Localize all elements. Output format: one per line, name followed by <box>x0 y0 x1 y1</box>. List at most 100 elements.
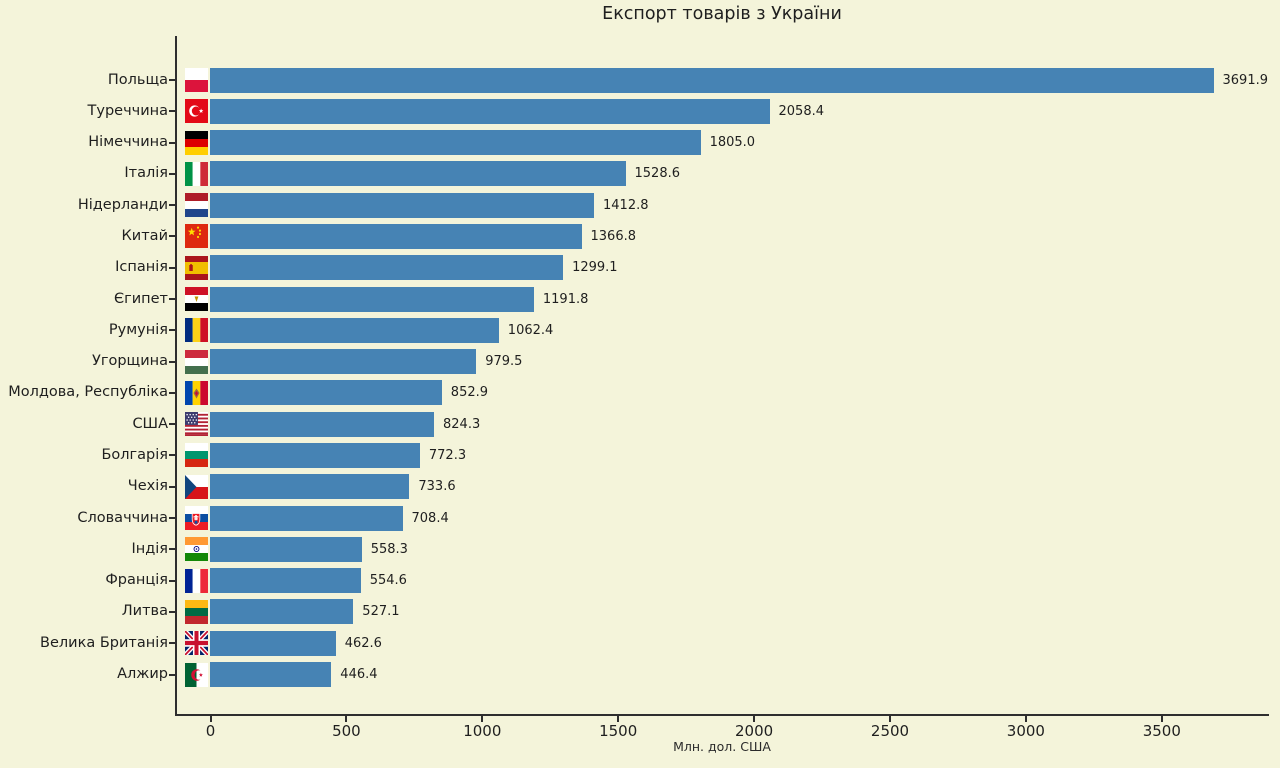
flag-fr-icon <box>185 568 208 593</box>
y-axis-tick <box>169 110 175 113</box>
value-label: 1062.4 <box>507 322 554 338</box>
value-label: 708.4 <box>411 510 449 526</box>
flag-lt-icon <box>185 599 208 624</box>
value-label: 527.1 <box>362 604 400 620</box>
category-label: Литва <box>121 603 168 620</box>
flag-it-icon <box>185 161 208 186</box>
bar <box>210 505 403 531</box>
flag-in-icon <box>185 537 208 562</box>
value-label: 733.6 <box>418 479 456 495</box>
flag-nl-icon <box>185 193 208 218</box>
category-label: Велика Британія <box>40 634 168 651</box>
y-axis-tick <box>169 360 175 363</box>
x-axis-tick <box>481 716 484 722</box>
flag-ro-icon <box>185 318 208 343</box>
category-label: Угорщина <box>92 353 168 370</box>
x-axis-tick <box>1160 716 1163 722</box>
x-axis-tick-label: 2500 <box>870 722 910 740</box>
flag-eg-icon <box>185 287 208 312</box>
y-axis-tick <box>169 141 175 144</box>
value-label: 558.3 <box>370 541 408 557</box>
category-label: Польща <box>107 71 168 88</box>
bar <box>210 411 434 437</box>
category-label: Словаччина <box>77 509 168 526</box>
flag-dz-icon <box>185 662 208 687</box>
flag-cn-icon <box>185 224 208 249</box>
x-axis-tick <box>617 716 620 722</box>
bar <box>210 98 770 124</box>
y-axis-tick <box>169 172 175 175</box>
category-label: Болгарія <box>101 446 168 463</box>
y-axis-line <box>175 36 177 716</box>
value-label: 1412.8 <box>603 197 649 213</box>
bar <box>210 255 564 281</box>
bar <box>210 474 410 500</box>
value-label: 1299.1 <box>572 260 618 276</box>
y-axis-tick <box>169 610 175 613</box>
bar <box>210 67 1214 93</box>
category-label: Нідерланди <box>77 196 168 213</box>
y-axis-tick <box>169 79 175 81</box>
x-axis-tick-label: 0 <box>205 722 216 740</box>
y-axis-tick <box>169 266 175 269</box>
x-axis-tick <box>209 716 212 722</box>
bar <box>210 161 626 187</box>
y-axis-tick <box>169 548 175 551</box>
x-axis-tick <box>889 716 891 722</box>
y-axis-tick <box>169 329 175 332</box>
category-label: Індія <box>131 540 168 557</box>
value-label: 2058.4 <box>778 103 825 119</box>
y-axis-tick <box>169 235 175 238</box>
y-axis-tick <box>169 204 175 207</box>
category-label: Іспанія <box>115 259 168 276</box>
x-axis-tick-label: 3000 <box>1006 722 1045 740</box>
flag-us-icon <box>185 412 208 437</box>
bar <box>210 286 534 312</box>
value-label: 824.3 <box>443 416 481 432</box>
flag-es-icon <box>185 255 208 280</box>
x-axis-tick-label: 500 <box>332 722 361 740</box>
x-axis-tick <box>1024 716 1027 722</box>
y-axis-tick <box>169 423 175 426</box>
category-label: США <box>132 415 168 432</box>
x-axis-tick <box>753 716 756 722</box>
bar <box>210 536 362 562</box>
bar <box>210 380 442 406</box>
x-axis-tick-label: 1000 <box>463 722 502 740</box>
value-label: 1805.0 <box>709 135 756 151</box>
bar <box>210 568 361 594</box>
category-label: Туреччина <box>87 102 169 119</box>
y-axis-tick <box>169 517 175 520</box>
bar <box>210 599 354 625</box>
bar <box>210 130 701 156</box>
y-axis-tick <box>169 485 175 488</box>
category-label: Китай <box>121 227 168 244</box>
category-label: Франція <box>105 572 168 589</box>
bar <box>210 662 332 687</box>
bar <box>210 317 499 343</box>
flag-pl-icon <box>185 68 208 92</box>
flag-md-icon <box>185 380 208 405</box>
x-axis-label: Млн. дол. США <box>673 739 771 754</box>
value-label: 3691.9 <box>1222 72 1269 88</box>
value-label: 1366.8 <box>590 228 637 244</box>
flag-tr-icon <box>185 99 208 124</box>
category-label: Молдова, Республіка <box>8 384 168 401</box>
category-label: Чехія <box>127 478 168 495</box>
bar <box>210 223 582 249</box>
y-axis-tick <box>169 391 175 394</box>
bar <box>210 630 336 656</box>
value-label: 554.6 <box>369 573 407 589</box>
value-label: 1191.8 <box>542 291 589 307</box>
x-axis-tick-label: 2000 <box>735 722 774 740</box>
x-axis-tick-label: 1500 <box>599 722 638 740</box>
value-label: 772.3 <box>428 447 467 463</box>
value-label: 979.5 <box>485 354 523 370</box>
bar <box>210 349 477 375</box>
category-label: Єгипет <box>113 290 168 307</box>
value-label: 446.4 <box>340 667 378 682</box>
category-label: Алжир <box>117 666 168 682</box>
value-label: 852.9 <box>450 385 489 401</box>
flag-gb-icon <box>185 631 208 656</box>
